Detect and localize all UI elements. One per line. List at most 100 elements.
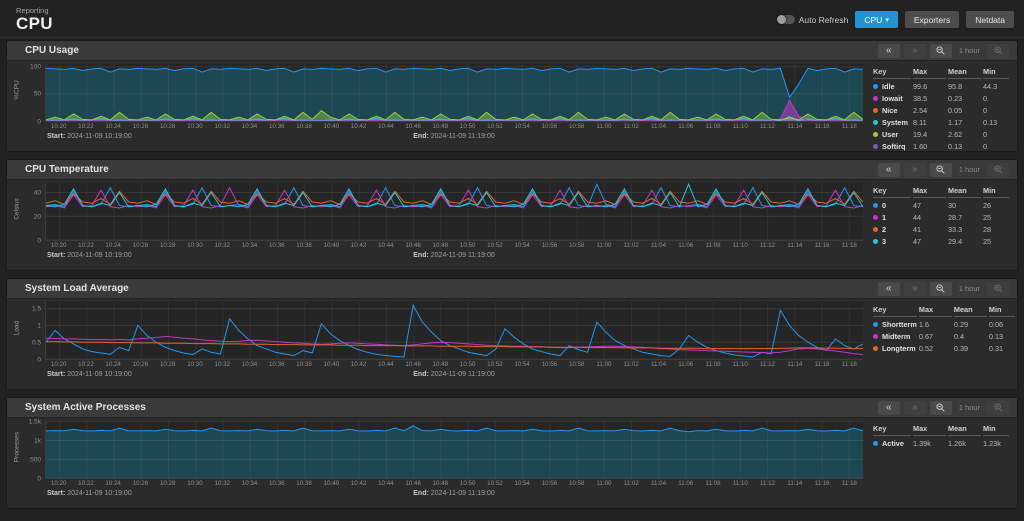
legend-row[interactable]: 0 xyxy=(873,201,911,210)
panel-body: Load 1.5 1 0.5 0 10:20 10:22 10:24 10:26 10:28 1… xyxy=(7,299,1017,389)
legend-header: Mean xyxy=(948,186,981,198)
time-range-label: 1 hour xyxy=(958,284,980,293)
x-tick-label: 10:40 xyxy=(323,361,340,368)
legend-header: Max xyxy=(918,305,952,317)
x-tick-label: 11:08 xyxy=(705,242,721,249)
zoom-out-button[interactable] xyxy=(929,43,952,58)
legend-mean-value: 0.39 xyxy=(953,344,969,353)
x-tick-label: 10:36 xyxy=(268,480,285,487)
breadcrumb[interactable]: Reporting xyxy=(16,6,49,16)
step-forward-button: » xyxy=(903,162,926,177)
legend-mean-value: 1.17 xyxy=(948,118,963,127)
series-color-icon xyxy=(873,239,878,244)
legend-min-value: 0.13 xyxy=(988,332,1004,341)
chart-plot[interactable] xyxy=(45,302,863,360)
y-axis-ticks: 1.5k 1k 500 0 xyxy=(22,418,45,482)
x-tick-label: 11:08 xyxy=(705,123,721,130)
x-tick-label: 10:30 xyxy=(187,242,203,249)
legend-mean-value: 0.29 xyxy=(953,320,969,329)
y-tick-label: 1.5 xyxy=(31,305,41,313)
x-tick-label: 11:00 xyxy=(596,242,612,249)
zoom-out-button[interactable] xyxy=(929,400,952,415)
auto-refresh-toggle[interactable]: Auto Refresh xyxy=(776,15,848,25)
chart-plot[interactable] xyxy=(45,64,863,122)
step-back-button[interactable]: « xyxy=(877,281,900,296)
legend-row[interactable]: 3 xyxy=(873,237,911,246)
legend-row[interactable]: Active xyxy=(873,439,911,448)
time-range-row: Start: 2024-11-09 10:19:00 End: 2024-11-… xyxy=(45,488,863,500)
x-tick-label: 10:48 xyxy=(432,361,449,368)
legend-min-value: 0 xyxy=(983,142,988,151)
x-tick-label: 10:36 xyxy=(268,242,285,249)
x-tick-label: 10:42 xyxy=(350,361,367,368)
x-axis-ticks: 10:20 10:22 10:24 10:26 10:28 10:30 10:32 10:34… xyxy=(45,241,863,250)
exporters-button[interactable]: Exporters xyxy=(904,11,960,28)
legend-max-value: 19.4 xyxy=(913,130,928,139)
legend-mean-value: 29.4 xyxy=(948,237,963,246)
netdata-button[interactable]: Netdata xyxy=(966,11,1014,28)
x-tick-label: 11:14 xyxy=(787,480,803,487)
series-name: Active xyxy=(882,439,904,448)
y-tick-label: 1 xyxy=(37,322,41,330)
series-name: Longterm xyxy=(882,344,916,353)
chart-start-label: Start: 2024-11-09 10:19:00 xyxy=(47,252,132,259)
legend-row[interactable]: 1 xyxy=(873,213,911,222)
legend-mean-value: 0.05 xyxy=(948,106,963,115)
legend-row[interactable]: User xyxy=(873,130,911,139)
legend-min-value: 0 xyxy=(983,106,988,115)
legend-row[interactable]: Longterm xyxy=(873,344,917,353)
x-tick-label: 11:04 xyxy=(650,480,667,487)
legend-row[interactable]: Iowait xyxy=(873,94,911,103)
x-tick-label: 10:24 xyxy=(105,123,121,130)
legend-row[interactable]: Midterm xyxy=(873,332,917,341)
legend-row[interactable]: 2 xyxy=(873,225,911,234)
x-tick-label: 11:12 xyxy=(760,361,776,368)
report-select-dropdown[interactable]: CPU ▾ xyxy=(855,11,898,28)
panel-toolbar: « » 1 hour xyxy=(877,400,1009,415)
step-back-button[interactable]: « xyxy=(877,400,900,415)
magnifier-plus-icon xyxy=(993,403,1003,412)
legend-row[interactable]: System xyxy=(873,118,911,127)
zoom-out-button[interactable] xyxy=(929,162,952,177)
chart-zone: %CPU 100 50 0 10:20 10:22 10:24 10:26 10:28 10:… xyxy=(11,63,863,151)
y-tick-label: 0 xyxy=(37,356,41,364)
chart-plot[interactable] xyxy=(45,421,863,479)
y-axis-label: Load xyxy=(13,320,20,336)
x-tick-label: 10:38 xyxy=(296,361,312,368)
legend-min-value: 25 xyxy=(983,213,992,222)
chart-end-label: End: 2024-11-09 11:19:00 xyxy=(413,490,495,497)
x-tick-label: 10:54 xyxy=(514,480,530,487)
legend-row[interactable]: Nice xyxy=(873,106,911,115)
page-title: CPU xyxy=(16,14,53,34)
time-range-row: Start: 2024-11-09 10:19:00 End: 2024-11-… xyxy=(45,131,863,143)
legend-header: Key xyxy=(873,305,917,317)
x-tick-label: 11:18 xyxy=(841,242,857,249)
x-tick-label: 10:52 xyxy=(487,242,503,249)
legend-row[interactable]: Idle xyxy=(873,82,911,91)
legend-row[interactable]: Softirq xyxy=(873,142,911,151)
legend-header: Min xyxy=(983,67,1009,79)
x-tick-label: 11:12 xyxy=(760,123,776,130)
step-back-button[interactable]: « xyxy=(877,43,900,58)
legend-row[interactable]: Shortterm xyxy=(873,320,917,329)
legend-mean-value: 95.8 xyxy=(948,82,963,91)
chart-panel: CPU Usage « » 1 hour %CPU 100 50 0 xyxy=(6,40,1018,152)
y-tick-label: 100 xyxy=(30,63,41,71)
zoom-out-button[interactable] xyxy=(929,281,952,296)
y-axis-label: %CPU xyxy=(13,80,20,100)
x-tick-label: 10:20 xyxy=(50,242,67,249)
legend-max-value: 2.54 xyxy=(913,106,928,115)
x-tick-label: 10:56 xyxy=(541,242,558,249)
x-tick-label: 10:30 xyxy=(187,361,203,368)
x-tick-label: 10:24 xyxy=(105,242,121,249)
zoom-in-button xyxy=(987,400,1009,415)
legend-min-value: 0.13 xyxy=(983,118,998,127)
x-tick-label: 11:00 xyxy=(596,361,612,368)
time-range-label: 1 hour xyxy=(958,403,980,412)
step-back-button[interactable]: « xyxy=(877,162,900,177)
series-name: Softirq xyxy=(882,142,906,151)
legend-min-value: 0 xyxy=(983,130,988,139)
x-tick-label: 10:26 xyxy=(132,123,149,130)
chart-plot[interactable] xyxy=(45,183,863,241)
x-axis-ticks: 10:20 10:22 10:24 10:26 10:28 10:30 10:32 10:34… xyxy=(45,479,863,488)
